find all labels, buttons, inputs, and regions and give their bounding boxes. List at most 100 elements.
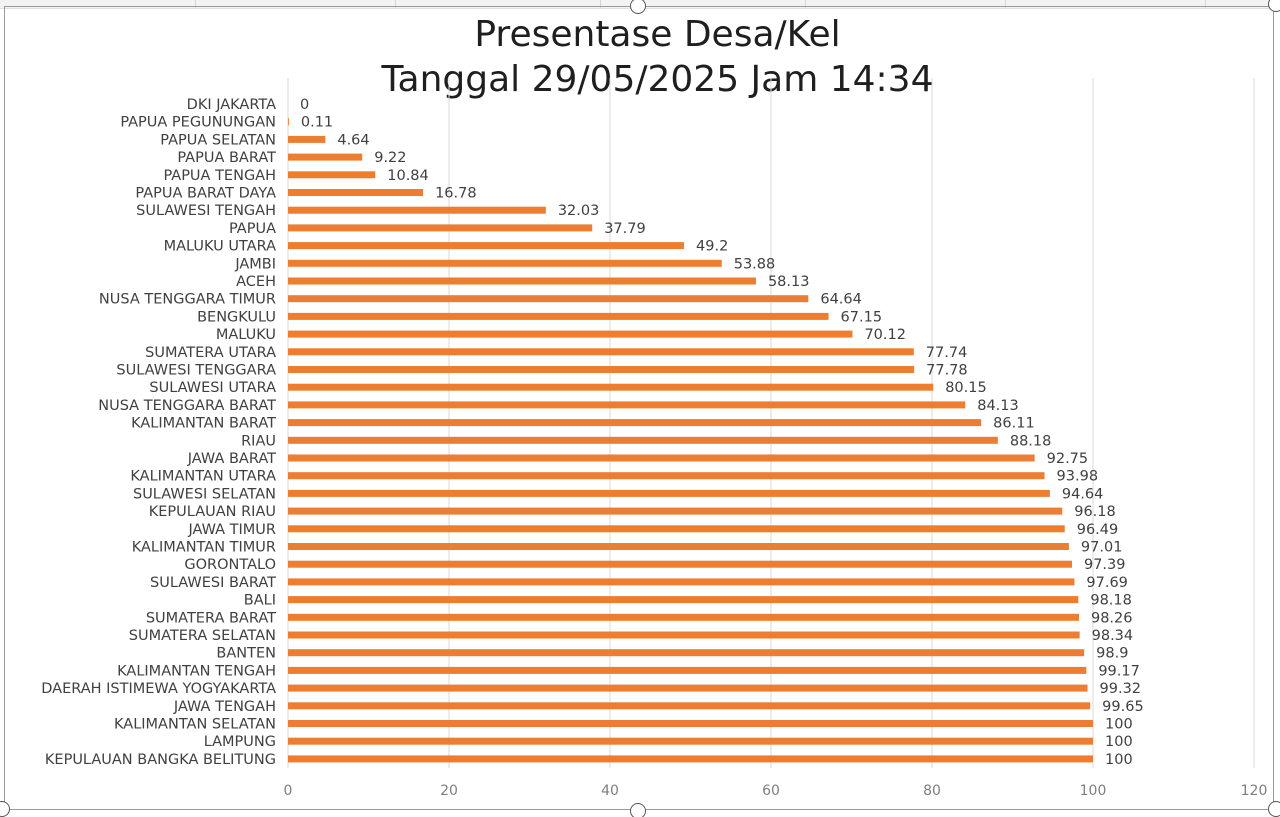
bar (288, 419, 982, 427)
category-label: SULAWESI BARAT (150, 575, 276, 591)
category-label: JAWA BARAT (187, 451, 276, 467)
category-label: SULAWESI UTARA (149, 380, 276, 396)
data-label: 86.11 (993, 416, 1035, 432)
bar (288, 383, 934, 391)
x-tick-label: 80 (923, 783, 941, 799)
category-label: NUSA TENGGARA BARAT (98, 398, 276, 414)
bar (288, 596, 1079, 604)
strip-divider (1005, 0, 1006, 8)
bar (288, 312, 829, 320)
chart-title: Presentase Desa/Kel Tanggal 29/05/2025 J… (290, 12, 1025, 102)
category-label: PAPUA BARAT DAYA (135, 186, 276, 202)
bar (288, 737, 1093, 745)
category-label: SULAWESI SELATAN (133, 486, 276, 502)
bar (288, 366, 915, 373)
x-tick-label: 20 (440, 783, 458, 799)
category-label: KALIMANTAN TIMUR (132, 540, 276, 556)
data-label: 67.15 (841, 309, 883, 325)
data-label: 94.64 (1062, 486, 1104, 502)
resize-handle-bottom-right[interactable] (1268, 801, 1280, 817)
data-label: 99.32 (1100, 681, 1142, 697)
bar (288, 348, 914, 356)
x-tick-label: 120 (1241, 783, 1268, 799)
bar (288, 135, 326, 143)
category-label: DAERAH ISTIMEWA YOGYAKARTA (41, 681, 276, 697)
data-label: 37.79 (604, 221, 646, 237)
strip-divider (1205, 0, 1206, 8)
category-label: BALI (244, 593, 276, 609)
data-label: 49.2 (696, 239, 728, 255)
category-label: KEPULAUAN BANGKA BELITUNG (45, 752, 276, 768)
data-label: 64.64 (820, 292, 862, 308)
bar (288, 153, 363, 161)
data-label: 4.64 (337, 132, 369, 148)
strip-divider (805, 0, 806, 8)
bar (288, 560, 1072, 568)
category-label: ACEH (236, 274, 276, 290)
category-label: JAWA TENGAH (173, 699, 276, 715)
data-label: 84.13 (977, 398, 1019, 414)
category-label: DKI JAKARTA (187, 97, 276, 113)
category-label: PAPUA PEGUNUNGAN (120, 115, 276, 131)
category-label: PAPUA TENGAH (163, 168, 276, 184)
data-label: 100 (1105, 734, 1133, 750)
category-label: MALUKU UTARA (164, 239, 276, 255)
data-label: 16.78 (435, 186, 477, 202)
bar (288, 489, 1050, 497)
strip-divider (395, 0, 396, 8)
bar (288, 543, 1069, 550)
category-label: KALIMANTAN TENGAH (117, 663, 276, 679)
category-label: KALIMANTAN UTARA (130, 469, 276, 485)
data-label: 9.22 (374, 150, 406, 166)
data-label: 98.34 (1092, 628, 1134, 644)
data-label: 10.84 (387, 168, 429, 184)
category-label: KALIMANTAN SELATAN (114, 717, 276, 733)
data-label: 80.15 (945, 380, 987, 396)
data-label: 97.39 (1084, 557, 1126, 573)
category-label: PAPUA BARAT (177, 150, 276, 166)
data-label: 98.26 (1091, 610, 1133, 626)
bar (288, 277, 756, 285)
bar (288, 720, 1093, 727)
data-label: 70.12 (864, 327, 906, 343)
data-label: 93.98 (1057, 469, 1099, 485)
category-label: SUMATERA BARAT (146, 610, 276, 626)
resize-handle-top[interactable] (630, 0, 646, 14)
category-label: LAMPUNG (204, 734, 276, 750)
bar (288, 684, 1088, 692)
category-label: SUMATERA SELATAN (129, 628, 276, 644)
chart-title-line: Presentase Desa/Kel (474, 14, 841, 55)
bar (288, 525, 1065, 533)
resize-handle-top-right[interactable] (1268, 0, 1280, 12)
category-label: MALUKU (216, 327, 276, 343)
bar (288, 259, 722, 267)
category-label: KEPULAUAN RIAU (149, 504, 276, 520)
category-label: PAPUA (229, 221, 276, 237)
bar (288, 666, 1087, 674)
bar (288, 242, 685, 250)
category-label: SULAWESI TENGAH (136, 203, 276, 219)
resize-handle-bottom[interactable] (630, 803, 646, 817)
strip-divider (600, 0, 601, 8)
bar (288, 631, 1080, 639)
data-label: 32.03 (558, 203, 600, 219)
data-label: 58.13 (768, 274, 810, 290)
bar (288, 613, 1079, 621)
category-label: BANTEN (216, 646, 276, 662)
data-label: 88.18 (1010, 433, 1052, 449)
category-label: PAPUA SELATAN (160, 132, 276, 148)
bar (288, 401, 966, 409)
data-label: 96.49 (1077, 522, 1119, 538)
category-label: BENGKULU (197, 309, 276, 325)
x-tick-label: 100 (1080, 783, 1107, 799)
data-label: 98.9 (1096, 646, 1128, 662)
data-label: 77.78 (926, 363, 968, 379)
data-label: 100 (1105, 752, 1133, 768)
bar (288, 206, 546, 214)
bar (288, 295, 809, 303)
bar (288, 702, 1091, 710)
chart-subtitle: Tanggal 29/05/2025 Jam 14:34 (381, 59, 934, 100)
category-label: NUSA TENGGARA TIMUR (99, 292, 276, 308)
